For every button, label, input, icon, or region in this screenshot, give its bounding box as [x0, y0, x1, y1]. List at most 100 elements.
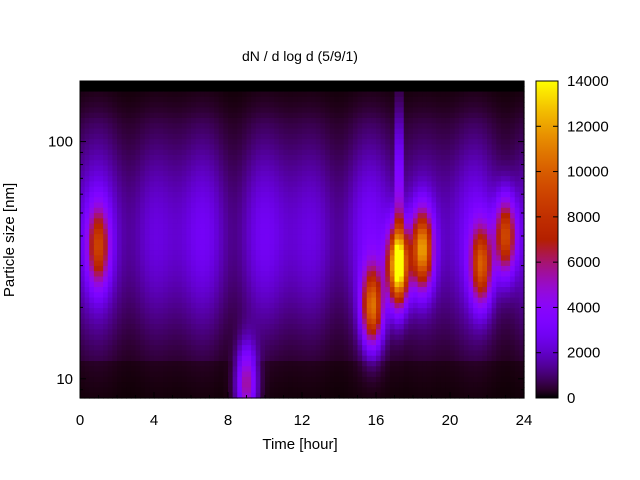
heatmap-cell: [315, 223, 322, 230]
heatmap-cell: [200, 308, 206, 315]
heatmap-cell: [334, 218, 340, 225]
heatmap-cell: [103, 350, 109, 357]
heatmap-cell: [278, 170, 285, 177]
heatmap-cell: [89, 271, 95, 278]
heatmap-cell: [320, 255, 326, 262]
heatmap-cell: [283, 271, 289, 278]
heatmap-cell: [255, 123, 261, 130]
heatmap-cell: [200, 223, 206, 230]
heatmap-cell: [500, 139, 507, 145]
heatmap-cell: [121, 117, 127, 124]
heatmap-cell: [223, 123, 229, 130]
heatmap-cell: [107, 250, 113, 256]
heatmap-cell: [204, 292, 211, 299]
heatmap-cell: [181, 176, 187, 182]
heatmap-cell: [126, 223, 132, 230]
heatmap-cell: [177, 292, 183, 299]
heatmap-cell: [246, 128, 252, 135]
heatmap-cell: [510, 292, 516, 299]
heatmap-cell: [385, 276, 391, 283]
heatmap-cell: [422, 207, 428, 214]
heatmap-cell: [389, 313, 396, 320]
heatmap-cell: [436, 170, 442, 177]
heatmap-cell: [366, 228, 372, 235]
heatmap-cell: [163, 133, 169, 140]
heatmap-cell: [426, 345, 433, 352]
heatmap-cell: [121, 123, 127, 130]
heatmap-cell: [436, 186, 442, 193]
heatmap-cell: [505, 255, 511, 262]
heatmap-cell: [477, 276, 483, 283]
heatmap-cell: [357, 176, 363, 182]
heatmap-cell: [473, 107, 479, 114]
heatmap-cell: [514, 91, 520, 98]
heatmap-cell: [348, 292, 354, 299]
heatmap-cell: [80, 112, 86, 119]
heatmap-cell: [482, 86, 488, 93]
heatmap-area: [80, 81, 525, 399]
heatmap-cell: [274, 197, 280, 204]
heatmap-cell: [339, 133, 345, 140]
heatmap-cell: [500, 102, 507, 109]
heatmap-cell: [487, 102, 493, 109]
heatmap-cell: [320, 281, 326, 288]
heatmap-cell: [130, 176, 137, 182]
heatmap-cell: [232, 276, 238, 283]
heatmap-cell: [343, 107, 349, 114]
heatmap-cell: [320, 128, 326, 135]
heatmap-cell: [218, 123, 224, 130]
heatmap-cell: [172, 297, 178, 304]
heatmap-cell: [385, 139, 391, 145]
heatmap-cell: [510, 139, 516, 145]
heatmap-cell: [408, 302, 414, 309]
heatmap-cell: [177, 228, 183, 235]
heatmap-cell: [376, 176, 382, 182]
heatmap-cell: [329, 339, 335, 346]
heatmap-cell: [98, 207, 104, 214]
heatmap-cell: [426, 228, 433, 235]
heatmap-cell: [167, 318, 174, 325]
heatmap-cell: [167, 165, 174, 172]
heatmap-cell: [334, 86, 340, 93]
heatmap-cell: [334, 329, 340, 336]
heatmap-cell: [417, 123, 423, 130]
heatmap-cell: [403, 255, 409, 262]
heatmap-cell: [487, 133, 493, 140]
heatmap-cell: [283, 139, 289, 145]
heatmap-cell: [251, 107, 257, 114]
heatmap-cell: [112, 329, 118, 336]
heatmap-cell: [260, 339, 266, 346]
heatmap-cell: [195, 91, 201, 98]
heatmap-cell: [473, 313, 479, 320]
heatmap-cell: [399, 123, 405, 130]
heatmap-cell: [417, 271, 423, 278]
heatmap-cell: [158, 81, 164, 87]
heatmap-cell: [334, 123, 340, 130]
heatmap-cell: [482, 313, 488, 320]
heatmap-cell: [121, 334, 127, 341]
heatmap-cell: [426, 271, 433, 278]
heatmap-cell: [399, 287, 405, 293]
heatmap-cell: [209, 234, 215, 241]
heatmap-cell: [278, 234, 285, 241]
heatmap-cell: [93, 165, 100, 172]
heatmap-cell: [278, 218, 285, 225]
heatmap-cell: [468, 234, 474, 241]
heatmap-cell: [413, 117, 419, 124]
heatmap-cell: [89, 96, 95, 103]
heatmap-cell: [177, 260, 183, 267]
heatmap-cell: [473, 339, 479, 346]
heatmap-cell: [218, 271, 224, 278]
heatmap-cell: [436, 228, 442, 235]
heatmap-cell: [126, 176, 132, 182]
heatmap-cell: [413, 102, 419, 109]
heatmap-cell: [403, 281, 409, 288]
heatmap-cell: [209, 186, 215, 193]
heatmap-cell: [98, 91, 104, 98]
heatmap-cell: [195, 292, 201, 299]
heatmap-cell: [241, 197, 248, 204]
heatmap-cell: [510, 170, 516, 177]
heatmap-cell: [140, 318, 146, 325]
heatmap-cell: [269, 102, 275, 109]
heatmap-cell: [292, 181, 298, 188]
